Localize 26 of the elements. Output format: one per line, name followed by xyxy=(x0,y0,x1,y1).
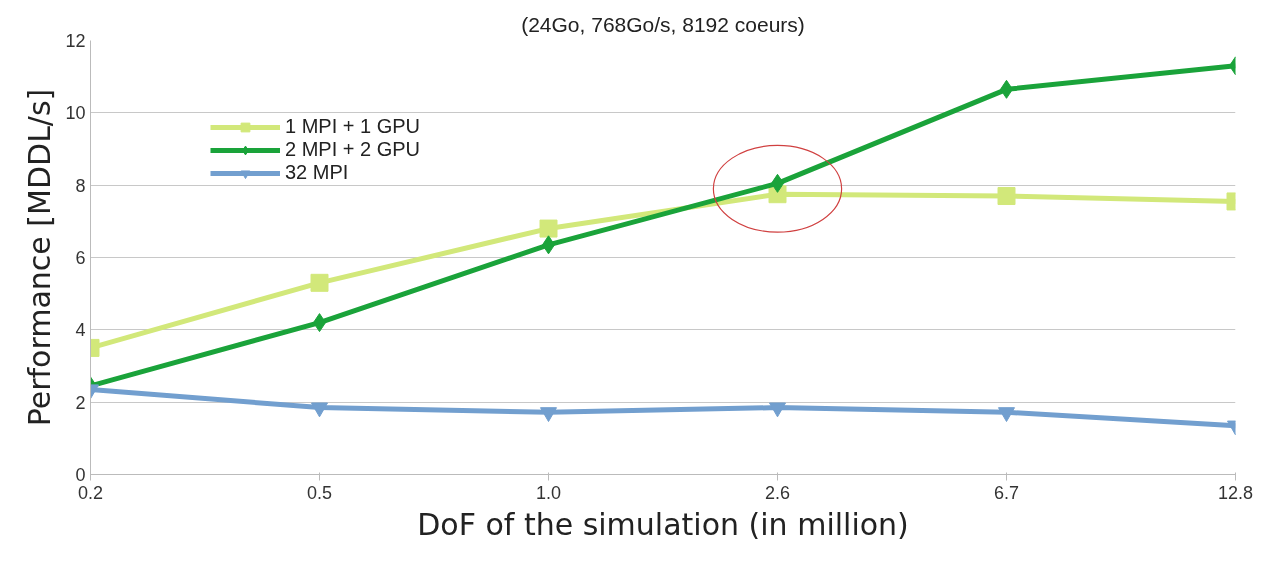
y-tick-label: 8 xyxy=(75,175,86,196)
legend-label: 1 MPI + 1 GPU xyxy=(285,115,421,138)
x-axis-title: DoF of the simulation (in million) xyxy=(417,506,909,542)
point xyxy=(311,402,328,418)
legend-label: 32 MPI xyxy=(285,161,349,184)
legend-label: 2 MPI + 2 GPU xyxy=(285,138,421,161)
y-tick-label: 4 xyxy=(75,320,86,341)
x-tick-label: 0.2 xyxy=(77,482,104,503)
x-tick-label: 2.6 xyxy=(764,482,791,503)
x-tick-label: 12.8 xyxy=(1217,482,1254,503)
chart-title: (24Go, 768Go/s, 8192 coeurs) xyxy=(521,12,805,36)
point xyxy=(310,273,329,292)
point xyxy=(540,407,557,423)
y-tick-label: 2 xyxy=(75,392,86,413)
x-tick-label: 0.5 xyxy=(306,482,333,503)
point xyxy=(539,219,558,238)
y-tick-label: 0 xyxy=(75,465,86,485)
point xyxy=(997,187,1016,206)
point xyxy=(769,402,786,418)
y-tick-label: 6 xyxy=(75,248,86,268)
y-tick-label: 12 xyxy=(65,31,86,51)
y-axis-title: Performance [MDDL/s] xyxy=(22,88,58,427)
point xyxy=(998,407,1015,423)
x-tick-label: 6.7 xyxy=(993,482,1020,503)
x-tick-label: 1.0 xyxy=(535,482,562,503)
y-tick-label: 10 xyxy=(65,103,86,124)
